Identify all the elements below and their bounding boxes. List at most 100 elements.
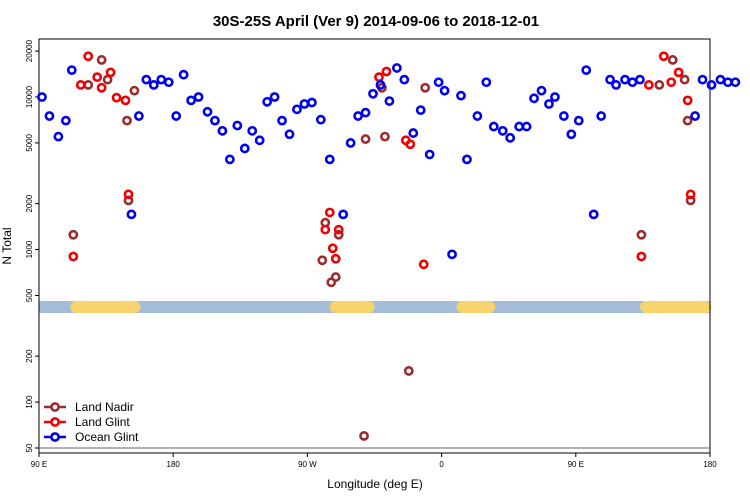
point-ocean-glint-30 — [315, 114, 326, 125]
point-ocean-glint-14 — [193, 92, 204, 102]
point-ocean-glint-57 — [536, 85, 547, 96]
point-ocean-glint-5 — [126, 209, 137, 220]
point-land-nadir-18 — [636, 229, 647, 240]
point-ocean-glint-54 — [514, 121, 525, 132]
point-ocean-glint-56 — [529, 93, 539, 104]
point-ocean-glint-74 — [715, 74, 726, 85]
point-ocean-glint-23 — [262, 96, 273, 107]
x-tick-label-3: 0 — [439, 460, 444, 469]
point-land-glint-0 — [68, 251, 79, 262]
point-land-nadir-7 — [317, 255, 328, 266]
y-tick-label-0: 50 — [25, 443, 34, 452]
point-land-glint-21 — [658, 51, 669, 62]
point-ocean-glint-16 — [210, 115, 220, 126]
x-tick-label-1: 180 — [167, 460, 181, 469]
point-ocean-glint-11 — [171, 111, 182, 121]
point-ocean-glint-31 — [324, 154, 335, 165]
point-ocean-glint-40 — [399, 74, 410, 85]
point-land-glint-25 — [685, 189, 696, 200]
point-land-nadir-19 — [654, 80, 665, 90]
point-ocean-glint-41 — [408, 128, 419, 138]
x-tick-label-2: 90 W — [298, 460, 317, 469]
point-land-nadir-13 — [360, 134, 371, 144]
point-land-nadir-21 — [679, 74, 690, 85]
point-ocean-glint-46 — [447, 249, 457, 260]
point-ocean-glint-49 — [472, 111, 483, 121]
point-ocean-glint-6 — [134, 111, 144, 121]
point-ocean-glint-51 — [488, 121, 499, 132]
plot-frame — [38, 38, 711, 454]
point-ocean-glint-44 — [433, 77, 444, 88]
point-land-nadir-11 — [333, 229, 344, 240]
point-land-glint-18 — [418, 259, 429, 270]
y-tick-label-4: 1000 — [25, 240, 34, 258]
point-ocean-glint-19 — [232, 120, 243, 131]
point-ocean-glint-15 — [202, 106, 213, 117]
series-land-glint — [68, 51, 696, 270]
y-axis-ticks: 50 100 200 500 1000 2000 5000 10000 20000 — [25, 39, 39, 452]
legend-marker-land-nadir — [50, 402, 60, 412]
point-land-glint-7 — [120, 95, 131, 106]
point-ocean-glint-55 — [521, 121, 532, 132]
point-ocean-glint-61 — [566, 129, 577, 140]
point-ocean-glint-8 — [148, 80, 159, 90]
point-ocean-glint-60 — [558, 111, 569, 121]
point-ocean-glint-76 — [730, 77, 741, 88]
point-land-nadir-6 — [129, 85, 140, 96]
point-ocean-glint-48 — [462, 154, 472, 165]
point-ocean-glint-9 — [156, 74, 167, 85]
point-land-glint-1 — [75, 80, 86, 90]
point-ocean-glint-58 — [544, 99, 554, 109]
point-ocean-glint-32 — [338, 209, 349, 220]
x-axis-label: Longitude (deg E) — [327, 477, 422, 491]
point-ocean-glint-28 — [299, 99, 310, 109]
point-land-nadir-20 — [667, 55, 678, 65]
legend-marker-land-glint — [50, 417, 60, 427]
point-ocean-glint-3 — [60, 115, 71, 126]
point-ocean-glint-43 — [424, 149, 435, 160]
point-ocean-glint-12 — [178, 69, 189, 80]
point-ocean-glint-26 — [284, 129, 295, 140]
x-tick-label-0: 90 E — [31, 460, 47, 469]
legend-label-ocean-glint: Ocean Glint — [75, 430, 139, 444]
point-ocean-glint-70 — [635, 74, 645, 85]
point-ocean-glint-52 — [497, 125, 508, 136]
point-ocean-glint-63 — [581, 65, 592, 76]
point-land-glint-4 — [96, 82, 107, 93]
point-ocean-glint-62 — [573, 115, 584, 126]
point-ocean-glint-50 — [481, 77, 492, 88]
point-land-glint-14 — [374, 72, 384, 83]
legend-label-land-glint: Land Glint — [75, 415, 130, 429]
point-ocean-glint-66 — [605, 74, 615, 85]
y-tick-label-6: 5000 — [25, 133, 34, 151]
point-ocean-glint-0 — [37, 92, 47, 102]
point-ocean-glint-38 — [384, 96, 395, 106]
point-land-glint-22 — [666, 77, 677, 88]
point-ocean-glint-34 — [353, 111, 363, 121]
point-ocean-glint-39 — [391, 63, 402, 73]
legend-marker-ocean-glint — [50, 432, 60, 442]
point-land-glint-11 — [327, 243, 338, 254]
point-ocean-glint-17 — [217, 125, 228, 136]
point-ocean-glint-27 — [292, 104, 302, 115]
point-ocean-glint-73 — [706, 80, 717, 90]
point-land-glint-20 — [643, 80, 654, 90]
y-axis-label: N Total — [0, 227, 14, 264]
point-land-glint-3 — [92, 72, 103, 83]
point-ocean-glint-72 — [697, 74, 708, 85]
y-tick-label-7: 10000 — [25, 85, 34, 108]
y-tick-label-2: 200 — [25, 349, 34, 363]
legend-label-land-nadir: Land Nadir — [75, 400, 134, 414]
point-ocean-glint-69 — [627, 77, 638, 88]
point-land-nadir-22 — [682, 115, 693, 126]
point-ocean-glint-35 — [360, 107, 371, 118]
y-tick-label-1: 100 — [25, 395, 34, 409]
point-land-glint-17 — [405, 139, 416, 150]
point-ocean-glint-21 — [247, 125, 258, 136]
point-ocean-glint-45 — [439, 85, 450, 96]
point-ocean-glint-71 — [690, 111, 700, 121]
point-land-nadir-12 — [359, 431, 369, 441]
series-land-nadir — [68, 55, 696, 441]
point-land-nadir-10 — [330, 272, 341, 282]
point-land-glint-13 — [333, 224, 344, 235]
